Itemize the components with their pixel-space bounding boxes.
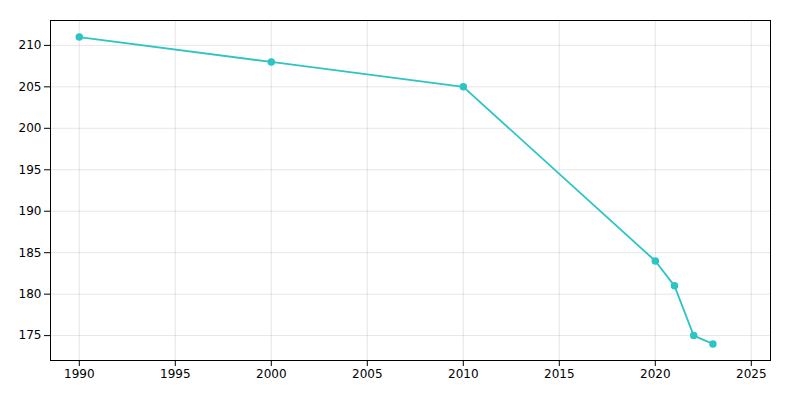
svg-text:185: 185 bbox=[19, 246, 42, 260]
svg-text:190: 190 bbox=[19, 204, 42, 218]
svg-text:180: 180 bbox=[19, 287, 42, 301]
svg-text:2005: 2005 bbox=[352, 367, 383, 381]
svg-text:210: 210 bbox=[19, 38, 42, 52]
svg-text:2000: 2000 bbox=[256, 367, 287, 381]
svg-text:2020: 2020 bbox=[640, 367, 671, 381]
svg-text:2010: 2010 bbox=[448, 367, 479, 381]
svg-text:1995: 1995 bbox=[160, 367, 191, 381]
svg-text:200: 200 bbox=[19, 121, 42, 135]
svg-text:205: 205 bbox=[19, 80, 42, 94]
svg-text:175: 175 bbox=[19, 328, 42, 342]
svg-text:2025: 2025 bbox=[736, 367, 767, 381]
svg-text:1990: 1990 bbox=[64, 367, 95, 381]
svg-text:2015: 2015 bbox=[544, 367, 575, 381]
svg-text:195: 195 bbox=[19, 163, 42, 177]
